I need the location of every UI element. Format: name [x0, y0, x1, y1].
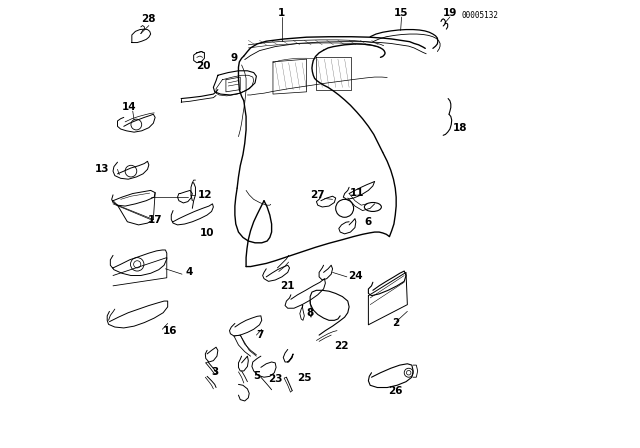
- Text: 19: 19: [443, 9, 457, 18]
- Text: 14: 14: [122, 102, 137, 112]
- Text: 7: 7: [257, 330, 264, 340]
- Text: 22: 22: [334, 341, 349, 351]
- Text: 27: 27: [310, 190, 325, 200]
- Text: 20: 20: [196, 61, 211, 71]
- Text: 24: 24: [348, 271, 362, 280]
- Text: 1: 1: [278, 9, 285, 18]
- Text: 17: 17: [147, 215, 162, 225]
- Text: 25: 25: [297, 373, 311, 383]
- Text: 6: 6: [365, 217, 372, 227]
- Text: 4: 4: [186, 267, 193, 277]
- Text: 2: 2: [392, 318, 400, 327]
- Text: 21: 21: [280, 281, 295, 291]
- Text: 5: 5: [253, 371, 260, 381]
- Text: 15: 15: [394, 9, 409, 18]
- Text: 3: 3: [211, 367, 218, 377]
- Text: 13: 13: [95, 164, 109, 174]
- Text: 16: 16: [163, 326, 178, 336]
- Text: 00005132: 00005132: [462, 11, 499, 20]
- Text: 28: 28: [141, 14, 156, 24]
- Text: 18: 18: [452, 123, 467, 133]
- Text: 9: 9: [230, 53, 237, 63]
- Text: 26: 26: [388, 386, 403, 396]
- Text: 8: 8: [307, 308, 314, 318]
- Text: 11: 11: [349, 188, 364, 198]
- Text: 12: 12: [198, 190, 212, 200]
- Text: 23: 23: [268, 374, 282, 383]
- Text: 10: 10: [200, 228, 214, 238]
